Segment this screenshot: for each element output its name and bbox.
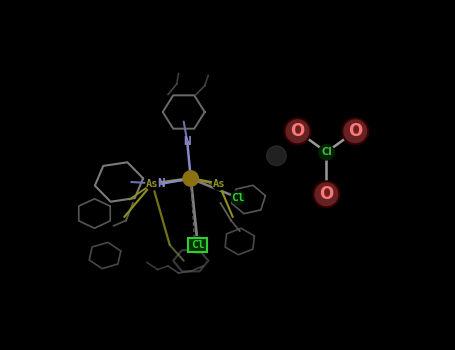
Circle shape <box>313 181 340 208</box>
Text: Cl: Cl <box>191 240 204 250</box>
Circle shape <box>344 120 367 142</box>
Circle shape <box>286 120 309 142</box>
Circle shape <box>212 177 225 190</box>
Text: Cl: Cl <box>321 147 332 157</box>
Text: As: As <box>212 179 225 189</box>
Text: O: O <box>319 185 334 203</box>
Circle shape <box>267 146 286 166</box>
Circle shape <box>315 183 338 205</box>
FancyBboxPatch shape <box>188 238 207 252</box>
Circle shape <box>231 191 245 205</box>
Text: As: As <box>146 179 158 189</box>
Circle shape <box>189 237 206 253</box>
Text: N: N <box>157 177 165 190</box>
Text: O: O <box>290 122 305 140</box>
Text: O: O <box>348 122 362 140</box>
Circle shape <box>183 171 198 186</box>
Circle shape <box>284 118 311 145</box>
Text: N: N <box>183 135 191 148</box>
Circle shape <box>318 145 334 160</box>
Text: Cl: Cl <box>231 193 245 203</box>
Circle shape <box>146 177 158 190</box>
Circle shape <box>342 118 369 145</box>
